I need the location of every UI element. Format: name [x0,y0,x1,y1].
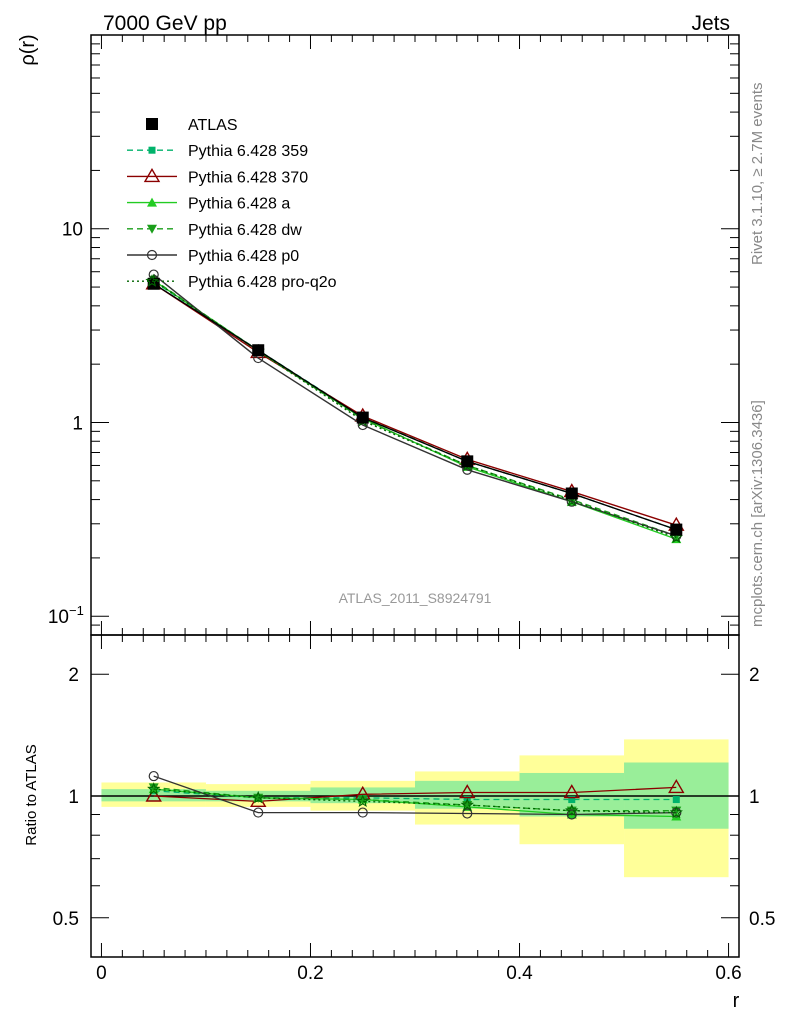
ratio-line-pq2o [153,788,677,814]
legend-item-pp0: Pythia 6.428 p0 [127,248,299,265]
main-y-label: ρ(r) [17,34,39,65]
ratio-line-pdw [153,786,677,812]
analysis-watermark: ATLAS_2011_S8924791 [339,590,492,606]
legend-label-pq2o: Pythia 6.428 pro-q2o [188,274,337,291]
legend-label-pa: Pythia 6.428 a [188,196,290,213]
data-point-atlas [252,344,265,357]
data-point-atlas [147,277,160,290]
ratio-y-tick-label: 1 [68,787,79,808]
ratio-point-pq2o [251,790,265,804]
ratio-point-pdw [357,795,368,805]
main-y-tick-label: 10 [62,220,83,241]
series-line-pdw [153,279,677,537]
x-tick-label: 0.4 [506,963,533,984]
ratio-point-p359 [672,796,680,804]
legend-item-atlas: ATLAS [146,117,238,134]
legend-marker-pdw [147,224,157,234]
ratio-point-p359 [568,796,576,804]
legend: ATLAS Pythia 6.428 359 Pythia 6.428 370 Pyt… [127,117,337,291]
main-y-tick-label: 10 [48,607,69,628]
data-point-atlas [461,455,474,468]
ratio-series-pq2o [147,782,683,819]
ratio-point-pdw [148,783,159,793]
uncertainty-band-stat [101,789,206,802]
ratio-point-p370 [563,784,580,799]
legend-label-atlas: ATLAS [188,117,238,134]
ratio-point-p370 [145,787,162,802]
legend-label-pp0: Pythia 6.428 p0 [188,248,299,265]
ratio-panel: 0.5 0.5 1 1 2 2 0 0.2 0.4 0.6 [53,634,775,984]
legend-label-p359: Pythia 6.428 359 [188,143,308,160]
ratio-y-tick-label-right: 0.5 [749,909,775,930]
legend-item-p370: Pythia 6.428 370 [127,168,308,186]
ratio-point-pp0 [253,807,264,818]
ratio-point-pp0 [566,809,577,820]
ratio-y-tick-label-right: 2 [749,665,760,686]
legend-marker-p359 [148,146,156,154]
x-tick-label: 0.2 [297,963,323,984]
series-atlas [147,277,683,536]
ratio-y-tick-label: 0.5 [53,909,79,930]
series-line-atlas [153,283,677,531]
ratio-point-pp0 [148,770,159,782]
legend-marker-p370 [143,168,161,183]
ratio-point-pa [671,811,682,821]
ratio-point-pq2o [147,782,161,795]
rivet-label: Rivet 3.1.10, ≥ 2.7M events [749,83,766,266]
ratio-line-pp0 [153,775,677,816]
ratio-point-pq2o [460,798,474,811]
data-point-atlas [565,487,578,500]
ratio-y-label: Ratio to ATLAS [23,744,40,845]
legend-marker-pq2o [145,274,159,287]
ratio-y-tick-label-right: 1 [749,787,760,808]
series-line-p370 [153,283,677,526]
ratio-point-pp0 [357,807,368,818]
series-pp0 [148,269,682,541]
legend-item-pdw: Pythia 6.428 dw [127,222,302,239]
series-line-p359 [153,280,677,531]
header-right: Jets [691,12,730,35]
ratio-series-pp0 [148,770,682,820]
series-line-pq2o [153,280,677,539]
ratio-y-tick-label: 2 [68,665,79,686]
ratio-line-p370 [153,786,677,803]
legend-label-p370: Pythia 6.428 370 [188,169,308,186]
ratio-point-pq2o [356,794,370,808]
main-y-tick-label: 1 [72,413,83,434]
ratio-point-pq2o [669,805,683,819]
series-p370 [145,275,685,531]
legend-label-pdw: Pythia 6.428 dw [188,222,302,239]
data-point-atlas [670,523,683,536]
legend-marker-pa [147,197,157,207]
ratio-point-p370 [459,784,476,799]
data-point-atlas [356,411,369,424]
legend-marker-pp0 [146,249,158,261]
ratio-point-pq2o [565,803,579,817]
legend-marker-atlas [146,118,158,130]
mcplots-label: mcplots.cern.ch [arXiv:1306.3436] [749,400,766,627]
x-tick-label: 0.6 [715,963,741,984]
main-y-tick-exponent: −1 [69,603,84,618]
ratio-line-p359 [153,790,677,801]
x-tick-label: 0 [96,963,107,984]
legend-item-pq2o: Pythia 6.428 pro-q2o [127,274,337,291]
ratio-point-pp0 [462,808,473,819]
header-left: 7000 GeV pp [103,12,227,35]
x-axis-label: r [733,990,740,1012]
legend-item-pa: Pythia 6.428 a [127,196,290,213]
ratio-point-p370 [668,779,685,794]
data-point-pq2o [669,530,683,544]
series-line-pp0 [153,274,677,537]
series-p359 [150,277,680,534]
legend-item-p359: Pythia 6.428 359 [127,143,308,160]
